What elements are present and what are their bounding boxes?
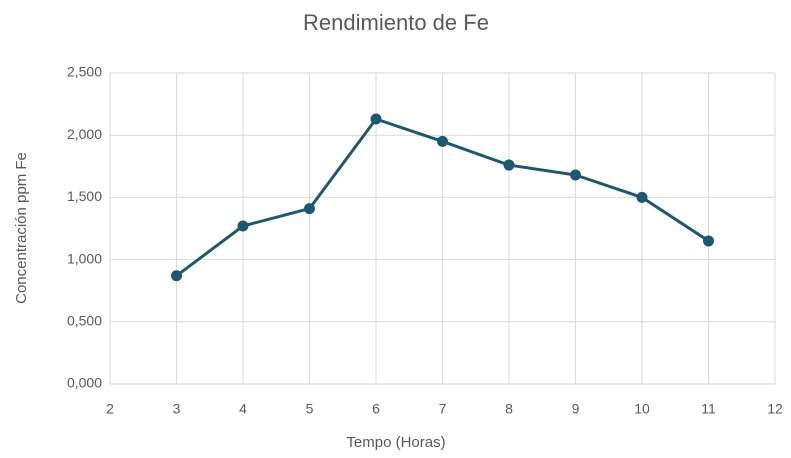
y-tick-label: 0,500 xyxy=(67,313,102,329)
data-point xyxy=(503,159,515,171)
x-tick-label: 8 xyxy=(505,401,513,417)
data-point xyxy=(636,191,648,203)
data-point xyxy=(437,135,448,147)
y-tick-label: 2,500 xyxy=(67,64,102,80)
x-tick-label: 4 xyxy=(239,401,247,417)
y-tick-label: 0,000 xyxy=(67,375,102,391)
data-point xyxy=(171,270,182,282)
y-tick-label: 1,000 xyxy=(67,250,102,266)
x-tick-label: 5 xyxy=(306,401,314,417)
data-point xyxy=(570,169,581,181)
data-point xyxy=(237,220,249,232)
chart-title: Rendimiento de Fe xyxy=(303,10,489,35)
data-point xyxy=(304,203,315,215)
x-axis-label: Tempo (Horas) xyxy=(346,434,445,451)
y-tick-label: 2,000 xyxy=(67,126,102,142)
x-tick-label: 7 xyxy=(439,401,447,417)
x-tick-label: 6 xyxy=(372,401,380,417)
x-tick-label: 3 xyxy=(173,401,181,417)
y-tick-label: 1,500 xyxy=(67,188,102,204)
x-tick-label: 10 xyxy=(634,401,650,417)
x-tick-label: 12 xyxy=(767,401,783,417)
data-point xyxy=(370,113,382,125)
y-axis-label: Concentración ppm Fe xyxy=(13,152,30,304)
x-tick-label: 11 xyxy=(701,401,716,417)
x-tick-label: 2 xyxy=(106,401,114,417)
x-tick-label: 9 xyxy=(572,401,580,417)
data-point xyxy=(703,235,714,247)
